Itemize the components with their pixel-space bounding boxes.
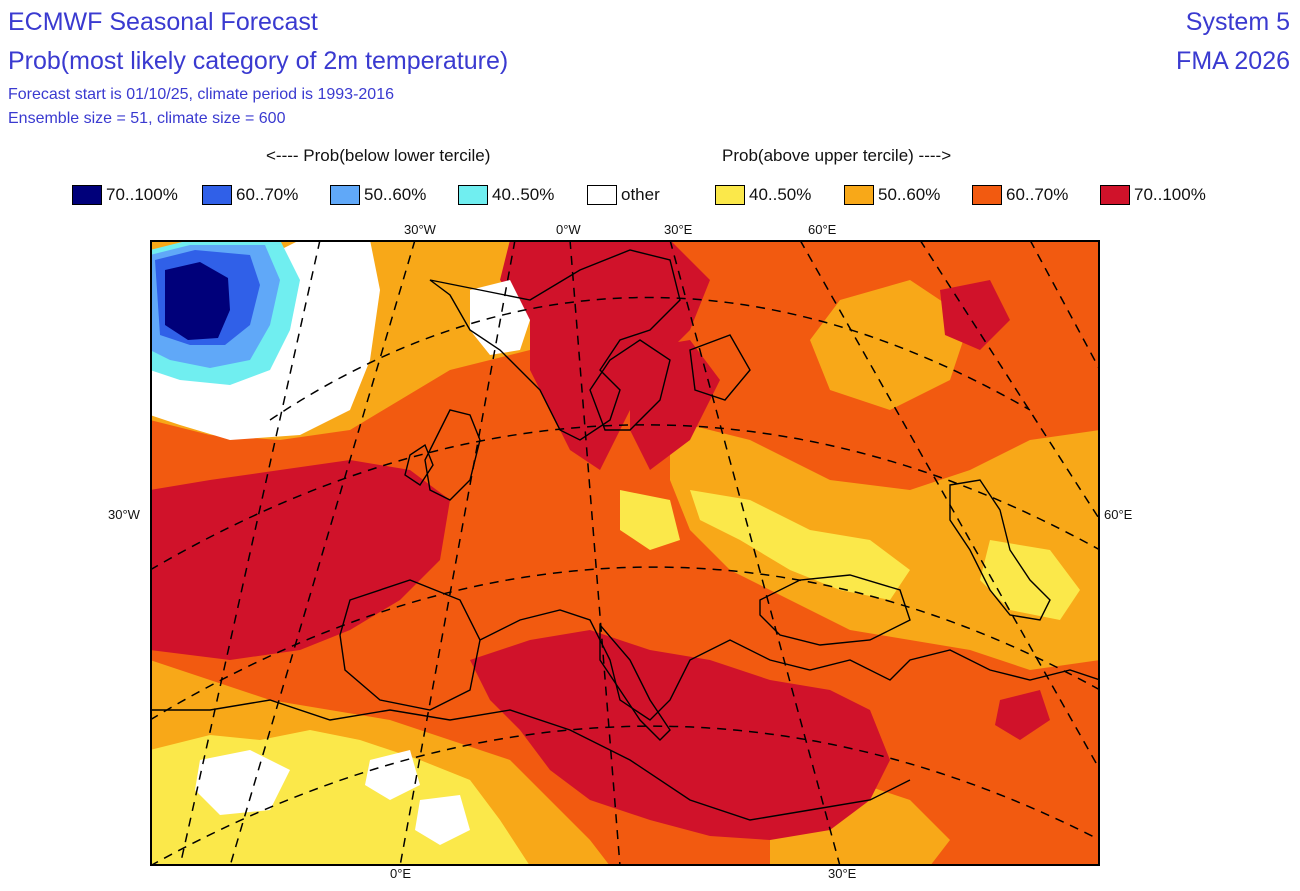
system-label: System 5 [1185, 8, 1290, 36]
legend-swatch [72, 185, 102, 205]
legend-item-label: 40..50% [492, 185, 555, 204]
graticule [150, 240, 1100, 866]
coastline-italy [599, 623, 671, 741]
field-yellow-central [620, 490, 680, 550]
field-orange-east [670, 420, 1100, 670]
legend-item-label: 60..70% [1006, 185, 1069, 204]
forecast-map [150, 240, 1100, 866]
coastline-sweden [589, 339, 671, 431]
legend-item: 40..50% [715, 185, 811, 205]
legend-item-label: 40..50% [749, 185, 812, 204]
legend-swatch [844, 185, 874, 205]
legend-item: 60..70% [972, 185, 1068, 205]
legend-item-label: 70..100% [106, 185, 178, 204]
field-red-scandinavia [500, 240, 710, 470]
axis-label-top: 60°E [808, 222, 837, 237]
axis-label-left: 30°W [108, 507, 140, 522]
coastline-ireland [404, 443, 434, 486]
legend-item: 50..60% [330, 185, 426, 205]
field-orange-russia [810, 280, 970, 410]
coastline-iberia [339, 579, 481, 711]
coastline-black-sea [759, 574, 911, 646]
meridian-line [669, 240, 841, 866]
axis-label-right: 60°E [1104, 507, 1133, 522]
legend-swatch [330, 185, 360, 205]
legend-item: 70..100% [72, 185, 178, 205]
map-subtitle: Prob(most likely category of 2m temperat… [8, 47, 509, 75]
period-label: FMA 2026 [1176, 47, 1290, 75]
legend-swatch [202, 185, 232, 205]
parallel-line [150, 566, 1100, 721]
legend-item: 40..50% [458, 185, 554, 205]
legend-above-label: Prob(above upper tercile) ----> [722, 146, 952, 165]
parallel-line [269, 296, 1031, 421]
coastline-scandinavia [429, 249, 681, 441]
legend-item: 60..70% [202, 185, 298, 205]
legend-item: other [587, 185, 660, 205]
meridian-line [799, 240, 1100, 771]
forecast-info: Forecast start is 01/10/25, climate peri… [8, 86, 394, 103]
field-other-africa-1 [195, 750, 290, 815]
field-red-baltic [630, 340, 720, 470]
field-yellow-east [690, 490, 910, 600]
axis-label-top: 30°E [664, 222, 693, 237]
ensemble-info: Ensemble size = 51, climate size = 600 [8, 110, 286, 127]
probability-field [150, 240, 1100, 866]
legend-swatch [587, 185, 617, 205]
meridian-line [1029, 240, 1100, 371]
axis-label-bottom: 30°E [828, 866, 857, 881]
meridian-line [399, 240, 516, 866]
legend-item-label: 50..60% [364, 185, 427, 204]
meridian-line [229, 240, 416, 866]
legend-swatch [458, 185, 488, 205]
coastline-caspian [949, 479, 1051, 621]
coastline-white-sea [689, 334, 751, 401]
field-red-mediterranean [470, 630, 890, 840]
legend-item-label: other [621, 185, 660, 204]
meridian-line [179, 240, 321, 866]
field-other-ireland-sea [470, 280, 530, 355]
coastlines [150, 249, 1100, 821]
legend-item-label: 60..70% [236, 185, 299, 204]
axis-label-top: 0°W [556, 222, 581, 237]
field-other-africa-3 [415, 795, 470, 845]
map-title: ECMWF Seasonal Forecast [8, 8, 318, 36]
map-frame [150, 240, 1100, 866]
legend-item-label: 50..60% [878, 185, 941, 204]
coastline-british-isles [424, 409, 481, 501]
meridian-line [919, 240, 1100, 521]
legend-swatch [972, 185, 1002, 205]
axis-label-bottom: 0°E [390, 866, 412, 881]
field-red-turkey [995, 690, 1050, 740]
coastline-north-africa [150, 699, 911, 821]
legend-item-label: 70..100% [1134, 185, 1206, 204]
legend-item: 70..100% [1100, 185, 1206, 205]
legend-swatch [715, 185, 745, 205]
meridian-line [569, 240, 621, 866]
field-red-atlantic [150, 460, 450, 660]
parallel-line [150, 725, 1100, 866]
coastline-europe-south [479, 609, 1100, 721]
field-other-africa-2 [365, 750, 420, 800]
axis-label-top: 30°W [404, 222, 436, 237]
legend-below-label: <---- Prob(below lower tercile) [266, 146, 491, 165]
legend-item: 50..60% [844, 185, 940, 205]
legend-swatch [1100, 185, 1130, 205]
field-cold-70 [165, 262, 230, 340]
parallel-line [150, 424, 1100, 571]
